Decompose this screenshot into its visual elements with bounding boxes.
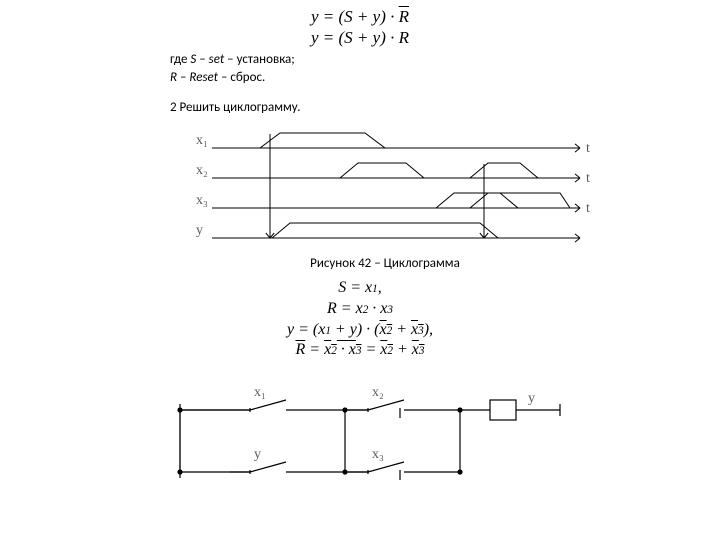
R-letter: R [170,70,177,85]
eq-line-1: y = (S + y) · R [0,6,720,27]
where-S-line: где S – set – установка; [170,52,295,67]
circuit-diagram: x₁ x₂ y y x₃ [150,380,590,490]
svg-text:x₃: x₃ [196,193,208,208]
timing-diagram: x₁ t x₂ t x₃ t y [170,118,600,248]
svg-text:t: t [586,141,590,156]
svg-text:y: y [254,447,261,462]
svg-text:x₁: x₁ [196,133,208,148]
svg-text:y: y [528,391,535,406]
dash-2: – [177,70,189,85]
eq-line-2: y = (S + y) · R [0,27,720,48]
svg-text:y: y [196,223,203,238]
svg-text:t: t [586,201,590,216]
task-2-line: 2 Решить циклограмму. [170,100,301,115]
set-tail: – установка; [224,52,295,67]
timing-diagram-wrap: x₁ t x₂ t x₃ t y [170,118,600,248]
svg-text:t: t [586,171,590,186]
equations-mid: S = x1, R = x2 · x3 y = (x1 + y) · (x2 +… [0,278,720,361]
set-word: set [209,52,225,67]
eq-Rbar: R = x2 · x3 = x2 + x3 [0,340,720,361]
reset-word: Reset [189,70,218,85]
page-root: y = (S + y) · R y = (S + y) · R где S – … [0,0,720,540]
circuit-diagram-wrap: x₁ x₂ y y x₃ [150,380,590,490]
svg-text:x₃: x₃ [372,447,384,462]
where-word: где [170,52,190,67]
figure-caption: Рисунок 42 – Циклограмма [170,256,600,271]
eq1-prefix: y = (S + y) · [311,7,399,26]
svg-text:x₂: x₂ [372,385,384,400]
svg-text:x₂: x₂ [196,163,208,178]
eq-R: R = x2 · x3 [0,299,720,320]
equations-top: y = (S + y) · R y = (S + y) · R [0,6,720,49]
reset-tail: – сброс. [218,70,265,85]
eq1-overline-R: R [399,7,409,26]
eq-y: y = (x1 + y) · (x2 + x3), [0,320,720,341]
where-R-line: R – Reset – сброс. [170,70,265,85]
svg-text:x₁: x₁ [254,385,266,400]
eq-S: S = x1, [0,278,720,299]
dash-1: – [196,52,208,67]
